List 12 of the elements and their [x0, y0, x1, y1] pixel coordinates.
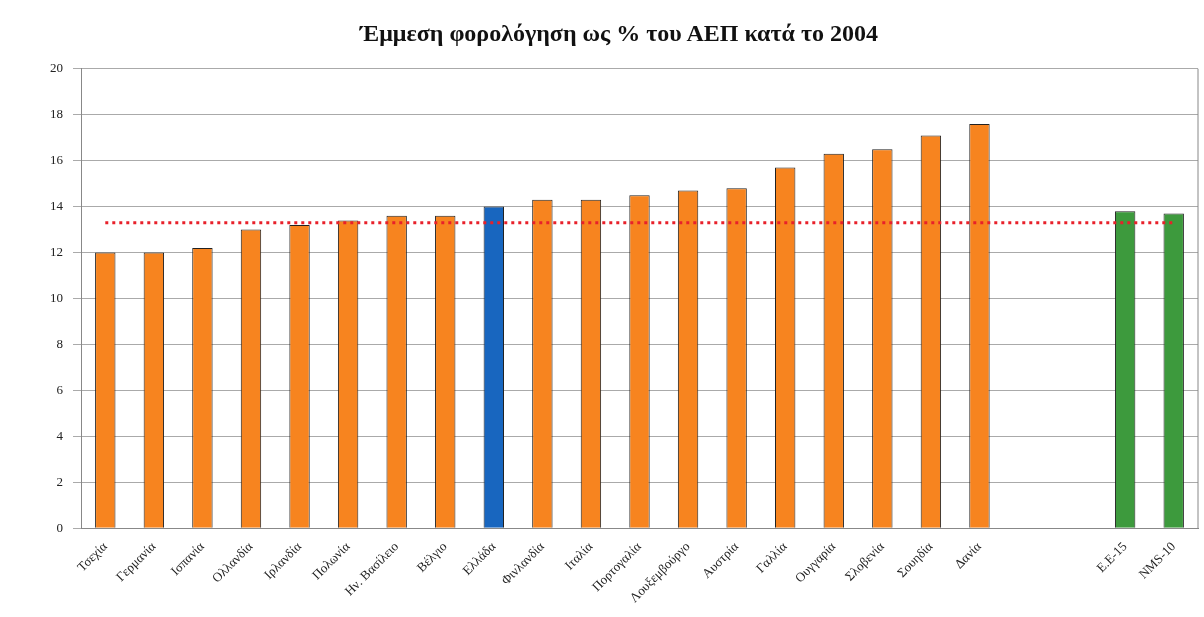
y-tick-label: 6 — [56, 381, 64, 397]
y-tick-label: 10 — [50, 289, 63, 305]
y-tick-label: 4 — [56, 427, 64, 443]
y-tick-label: 18 — [50, 106, 63, 122]
chart-title: Έμμεση φορολόγηση ως % του ΑΕΠ κατά το 2004 — [359, 19, 878, 46]
y-tick-label: 0 — [56, 519, 63, 535]
y-tick-label: 8 — [56, 335, 63, 351]
y-tick-label: 14 — [50, 198, 64, 214]
y-tick-label: 20 — [50, 60, 63, 76]
y-tick-label: 16 — [50, 152, 64, 168]
y-tick-label: 2 — [56, 473, 63, 489]
y-tick-label: 12 — [50, 243, 63, 259]
